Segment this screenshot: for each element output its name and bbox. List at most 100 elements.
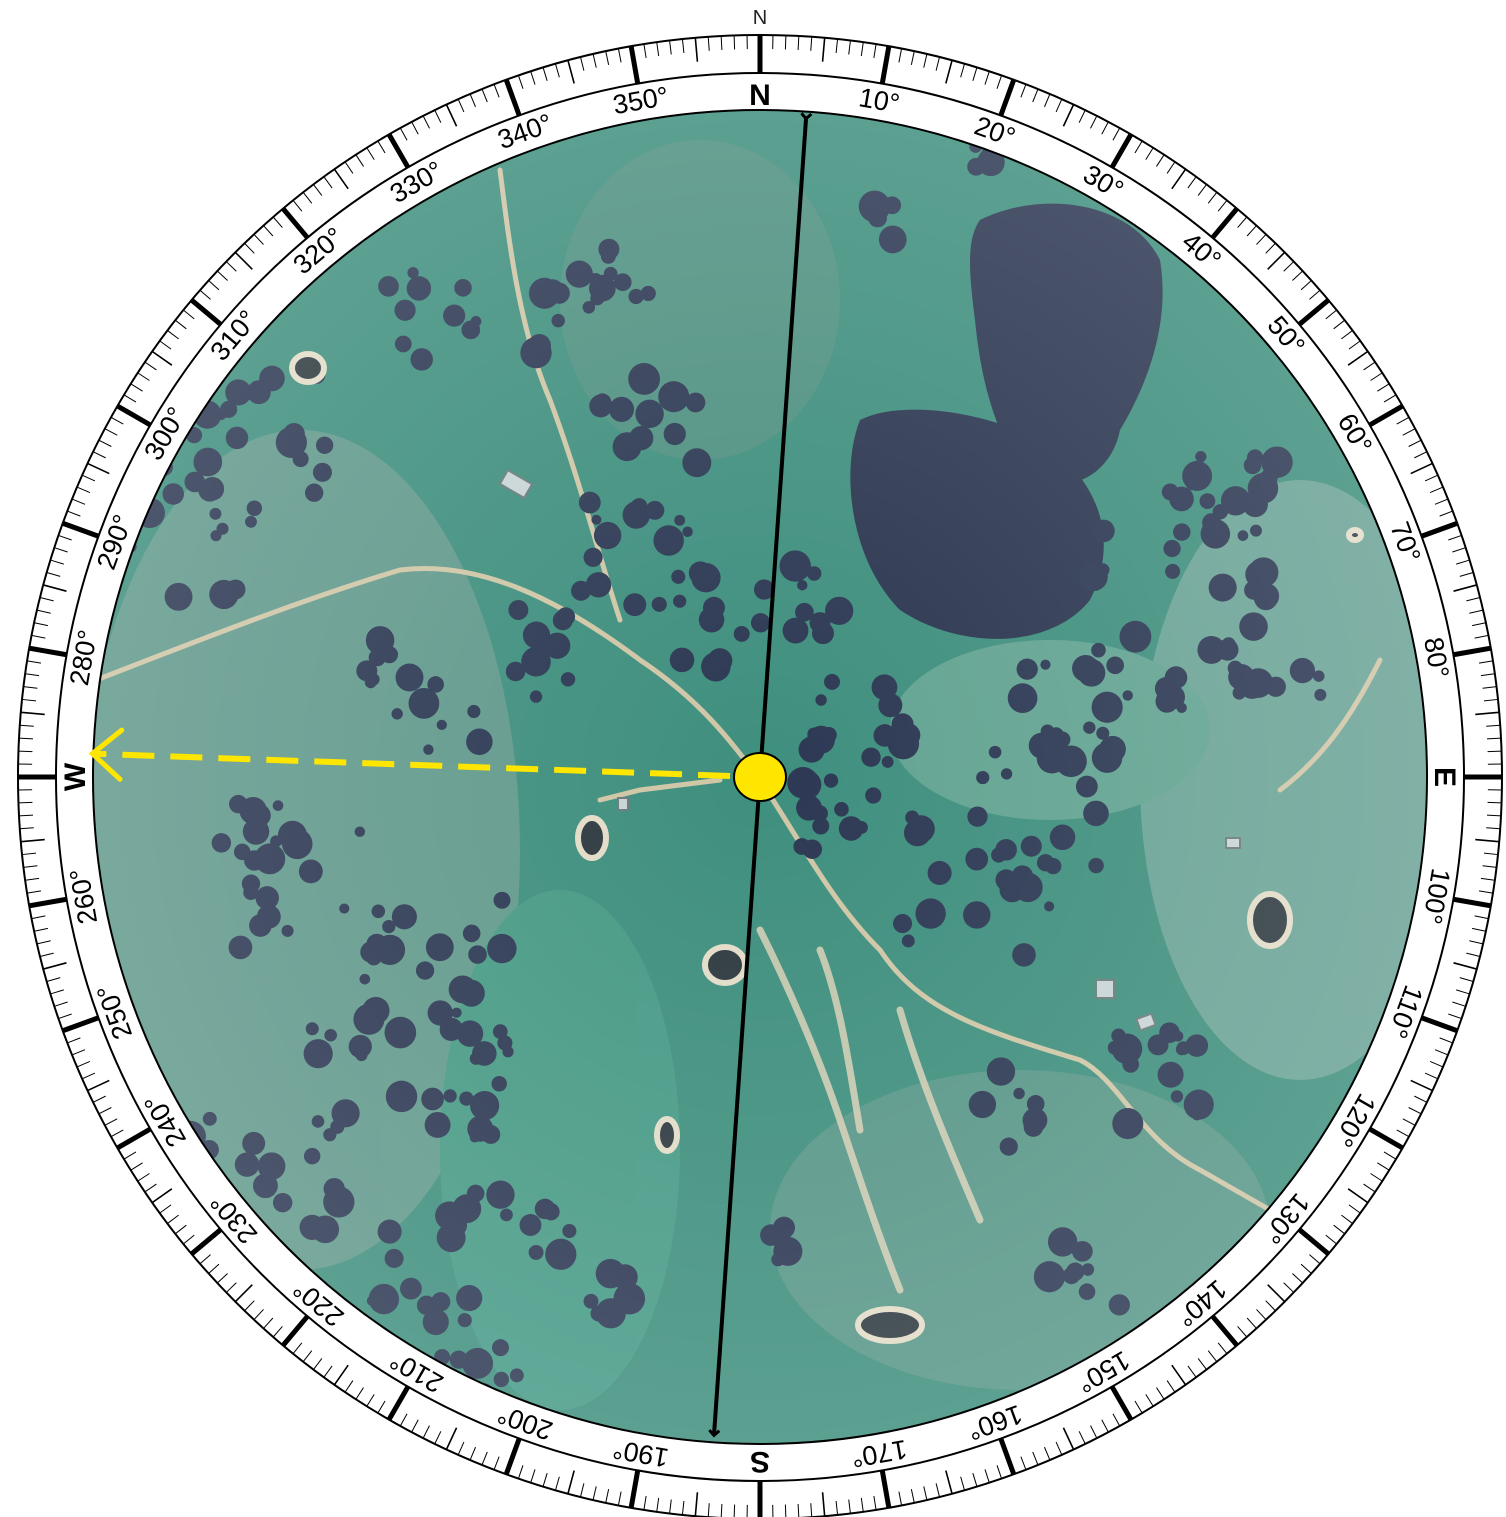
- degree-tick: [923, 1486, 928, 1501]
- degree-tick: [54, 547, 68, 553]
- degree-tick: [323, 176, 333, 189]
- degree-tick: [1101, 1419, 1109, 1433]
- degree-tick: [1402, 1118, 1416, 1126]
- degree-tick: [1246, 225, 1257, 237]
- degree-tick: [25, 877, 40, 881]
- degree-tick: [1297, 298, 1331, 327]
- degree-tick: [628, 45, 641, 85]
- degree-tick: [323, 1365, 333, 1378]
- degree-tick: [898, 48, 903, 63]
- degree-tick: [225, 261, 237, 272]
- degree-tick: [123, 1151, 137, 1160]
- degree-tick: [1396, 1129, 1410, 1138]
- degree-tick: [1452, 645, 1492, 658]
- degree-tick: [720, 1503, 723, 1517]
- degree-tick: [530, 71, 536, 85]
- degree-tick: [542, 1473, 548, 1487]
- degree-tick: [58, 1013, 72, 1020]
- degree-tick: [960, 63, 966, 78]
- degree-tick: [253, 233, 264, 245]
- degree-tick: [797, 1503, 800, 1517]
- degree-tick: [1434, 498, 1449, 505]
- degree-tick: [580, 56, 585, 71]
- degree-tick: [1020, 84, 1027, 98]
- degree-tick: [481, 1451, 488, 1466]
- degree-tick: [1480, 673, 1495, 677]
- degree-tick: [76, 1060, 91, 1068]
- degree-tick: [1420, 520, 1459, 539]
- degree-tick: [43, 962, 67, 970]
- degree-tick: [263, 225, 274, 237]
- degree-tick: [1197, 1358, 1207, 1370]
- origin-point-marker: [733, 752, 787, 802]
- degree-tick: [344, 1380, 354, 1393]
- degree-tick: [972, 67, 978, 81]
- degree-tick: [1486, 827, 1501, 830]
- degree-tick: [46, 571, 61, 577]
- degree-tick: [19, 724, 34, 727]
- degree-tick: [27, 890, 42, 894]
- degree-tick: [797, 35, 800, 51]
- degree-tick: [1055, 1441, 1063, 1456]
- degree-tick: [23, 686, 38, 689]
- degree-tick: [1032, 88, 1039, 103]
- degree-tick: [1383, 394, 1397, 403]
- degree-tick: [1408, 439, 1422, 447]
- degree-tick: [821, 37, 826, 62]
- degree-tick: [1134, 140, 1143, 154]
- degree-tick: [377, 1400, 386, 1414]
- degree-tick: [821, 1492, 826, 1517]
- degree-tick: [1471, 622, 1486, 627]
- degree-tick: [1325, 1234, 1337, 1245]
- degree-tick: [1043, 93, 1051, 108]
- degree-tick: [848, 40, 851, 55]
- degree-tick: [707, 1503, 710, 1517]
- degree-tick: [1474, 915, 1489, 920]
- degree-tick: [189, 1227, 223, 1256]
- degree-tick: [873, 1495, 877, 1510]
- degree-tick: [1410, 462, 1433, 475]
- degree-tick: [1292, 1273, 1304, 1284]
- degree-tick: [272, 216, 283, 228]
- degree-tick: [1370, 1173, 1383, 1182]
- degree-tick: [617, 48, 622, 63]
- degree-tick: [137, 372, 150, 381]
- degree-tick: [1478, 660, 1493, 664]
- degree-tick: [1478, 890, 1493, 894]
- degree-tick: [1217, 200, 1228, 212]
- degree-tick: [860, 42, 864, 57]
- degree-tick: [1187, 1365, 1197, 1378]
- degree-tick: [935, 1483, 940, 1498]
- degree-tick: [116, 403, 152, 428]
- degree-tick: [1341, 330, 1353, 340]
- degree-tick: [18, 737, 34, 740]
- degree-tick: [208, 280, 220, 291]
- degree-tick: [292, 1342, 303, 1354]
- degree-tick: [1055, 98, 1063, 113]
- degree-tick: [628, 1469, 641, 1509]
- degree-tick: [1466, 952, 1481, 957]
- degree-tick: [422, 115, 430, 129]
- degree-tick: [34, 622, 49, 627]
- degree-tick: [167, 330, 179, 340]
- degree-tick: [253, 1309, 264, 1321]
- degree-tick: [92, 1095, 106, 1103]
- degree-tick: [1109, 1385, 1134, 1421]
- degree-tick: [445, 1427, 458, 1450]
- north-indicator: N: [753, 7, 767, 29]
- degree-tick: [1482, 686, 1497, 689]
- degree-tick: [244, 242, 255, 254]
- degree-tick: [1408, 1107, 1422, 1115]
- degree-tick: [434, 109, 442, 123]
- degree-tick: [1448, 534, 1462, 541]
- degree-tick: [1486, 724, 1501, 727]
- degree-tick: [46, 977, 61, 983]
- degree-tick: [144, 1183, 157, 1193]
- degree-tick: [1434, 1049, 1449, 1056]
- degree-tick: [1020, 1456, 1027, 1470]
- degree-tick: [481, 88, 488, 103]
- degree-tick: [36, 609, 51, 614]
- degree-tick: [199, 289, 211, 300]
- degree-tick: [366, 147, 375, 160]
